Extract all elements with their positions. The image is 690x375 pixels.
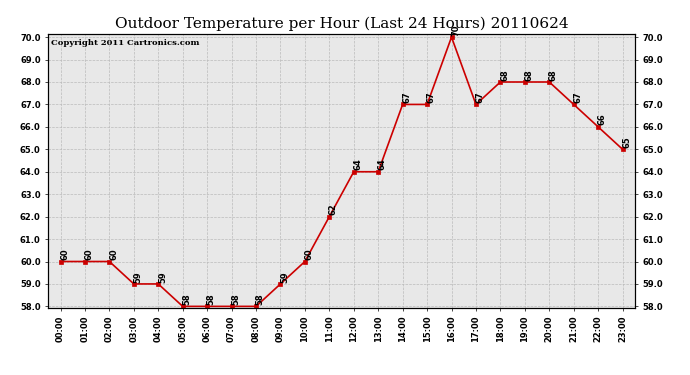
- Text: 60: 60: [304, 249, 313, 260]
- Text: 59: 59: [280, 271, 289, 282]
- Text: 60: 60: [60, 249, 69, 260]
- Text: 58: 58: [231, 293, 240, 305]
- Text: 65: 65: [622, 136, 631, 148]
- Text: 60: 60: [109, 249, 118, 260]
- Text: 58: 58: [182, 293, 191, 305]
- Text: 60: 60: [85, 249, 94, 260]
- Text: 68: 68: [524, 69, 533, 81]
- Text: 67: 67: [402, 92, 411, 103]
- Text: 67: 67: [573, 92, 582, 103]
- Text: 66: 66: [598, 114, 607, 126]
- Text: 67: 67: [426, 92, 436, 103]
- Text: 59: 59: [133, 271, 143, 282]
- Text: 62: 62: [329, 204, 338, 215]
- Text: 58: 58: [207, 293, 216, 305]
- Text: Copyright 2011 Cartronics.com: Copyright 2011 Cartronics.com: [51, 39, 199, 47]
- Title: Outdoor Temperature per Hour (Last 24 Hours) 20110624: Outdoor Temperature per Hour (Last 24 Ho…: [115, 17, 569, 31]
- Text: 64: 64: [378, 159, 387, 170]
- Text: 67: 67: [475, 92, 484, 103]
- Text: 64: 64: [353, 159, 362, 170]
- Text: 68: 68: [549, 69, 558, 81]
- Text: 59: 59: [158, 271, 167, 282]
- Text: 70: 70: [451, 24, 460, 36]
- Text: 68: 68: [500, 69, 509, 81]
- Text: 58: 58: [256, 293, 265, 305]
